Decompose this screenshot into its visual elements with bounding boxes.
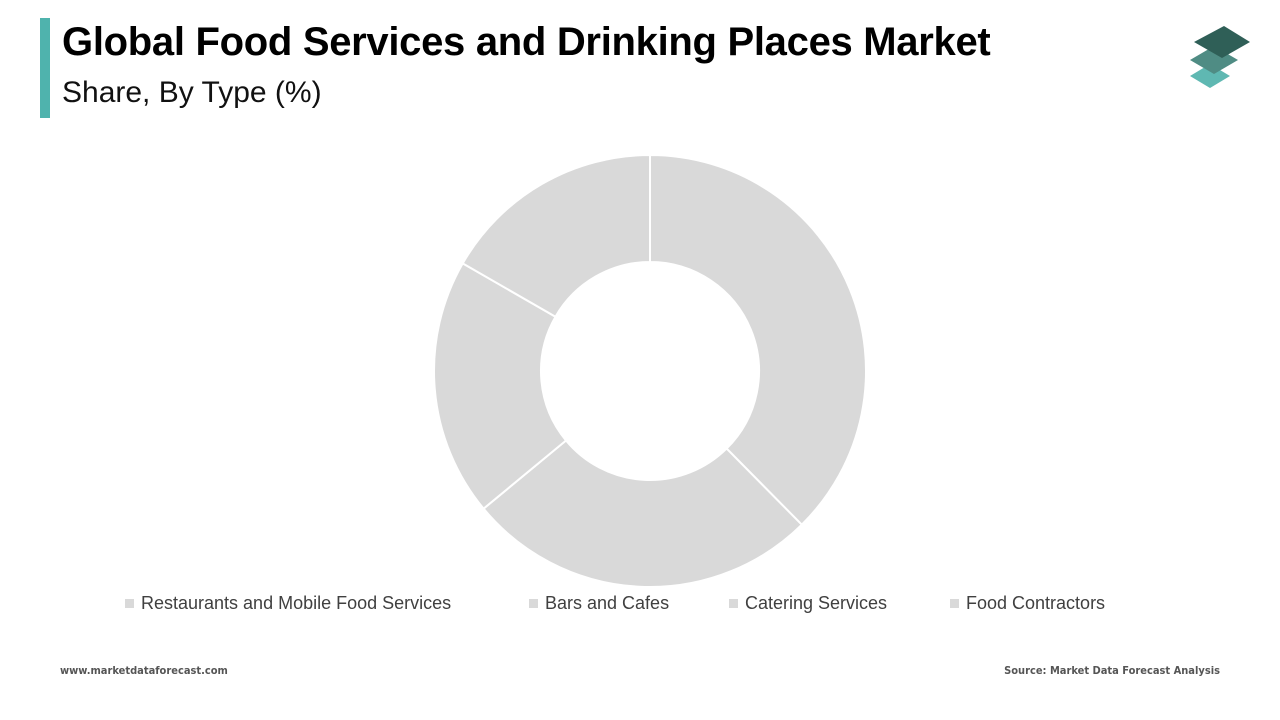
legend-swatch [529,599,538,608]
legend-item: Bars and Cafes [529,593,669,614]
donut-slice-restaurants-and-mobile-food-services [649,153,867,527]
logo-layer-top [1194,26,1250,58]
legend-swatch [950,599,959,608]
source-footer: Source: Market Data Forecast Analysis [1004,664,1220,677]
donut-slices [433,153,867,588]
legend-label: Bars and Cafes [545,593,670,613]
legend-label: Catering Services [745,593,888,613]
page-subtitle: Share, By Type (%) [62,76,322,109]
page-title: Global Food Services and Drinking Places… [62,20,991,64]
legend-item: Food Contractors [950,593,1105,614]
stacked-layers-icon [1190,26,1250,88]
title-accent-bar [40,18,50,118]
chart-legend: Restaurants and Mobile Food Services Bar… [0,593,1280,617]
legend-label: Restaurants and Mobile Food Services [141,593,452,613]
donut-slice-food-contractors [461,153,651,319]
legend-item: Catering Services [729,593,887,614]
legend-label: Food Contractors [966,593,1106,613]
legend-swatch [729,599,738,608]
legend-swatch [125,599,134,608]
donut-slice-catering-services [433,262,568,511]
legend-item: Restaurants and Mobile Food Services [125,593,451,614]
donut-slice-bars-and-cafes [482,439,804,588]
website-footer: www.marketdataforecast.com [60,664,228,677]
